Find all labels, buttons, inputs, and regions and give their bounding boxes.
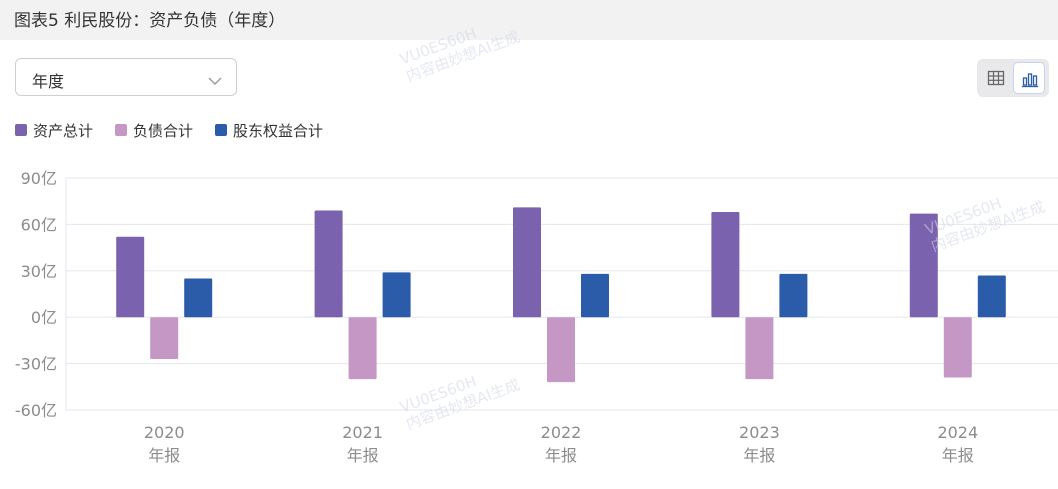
chart-title: 图表5 利民股份：资产负债（年度） bbox=[14, 11, 286, 31]
bar-assets bbox=[314, 210, 343, 318]
bar-chart: 90亿 60亿 30亿 0亿 -30亿 -60亿 2020 年报 2021 年报 2022 年报 202… bbox=[15, 169, 1058, 465]
bar-assets bbox=[513, 207, 541, 318]
legend-item-equity[interactable]: 股东权益合计 bbox=[215, 120, 323, 141]
title-bar: 图表5 利民股份：资产负债（年度） bbox=[0, 0, 1058, 40]
view-toggle bbox=[977, 59, 1049, 97]
y-tick-label: -30亿 bbox=[15, 355, 57, 374]
x-tick-label: 2023 bbox=[739, 423, 780, 442]
legend-swatch-liabilities bbox=[115, 124, 128, 136]
x-tick-sublabel: 年报 bbox=[347, 446, 379, 465]
x-tick-label: 2024 bbox=[937, 423, 978, 442]
y-tick-label: 30亿 bbox=[21, 262, 57, 281]
y-tick-label: 90亿 bbox=[21, 169, 57, 188]
legend-label-equity: 股东权益合计 bbox=[233, 121, 324, 140]
legend-item-liabilities[interactable]: 负债合计 bbox=[115, 120, 193, 141]
bar-equity bbox=[977, 275, 1006, 318]
period-select[interactable]: 年度 bbox=[15, 58, 237, 96]
legend-label-assets: 资产总计 bbox=[33, 121, 94, 140]
legend-swatch-assets bbox=[15, 124, 27, 136]
bar-assets bbox=[116, 236, 145, 318]
bar-liabilities bbox=[745, 317, 774, 380]
y-tick-label: 0亿 bbox=[31, 308, 57, 327]
bar-liabilities bbox=[348, 317, 377, 380]
bar-liabilities bbox=[150, 317, 179, 359]
bar-equity bbox=[779, 273, 808, 318]
x-tick-sublabel: 年报 bbox=[545, 446, 577, 465]
y-tick-label: -60亿 bbox=[15, 401, 57, 420]
table-view-button[interactable] bbox=[980, 62, 1012, 94]
y-tick-label: 60亿 bbox=[21, 215, 57, 234]
bar-assets bbox=[909, 213, 938, 318]
period-select-value: 年度 bbox=[32, 72, 65, 91]
bar-equity bbox=[382, 272, 411, 318]
legend-swatch-equity bbox=[215, 124, 228, 136]
bar-equity bbox=[184, 278, 213, 318]
legend-item-assets[interactable]: 资产总计 bbox=[15, 120, 93, 141]
bar-assets bbox=[711, 212, 740, 318]
chart-view-button[interactable] bbox=[1013, 62, 1045, 94]
bar-liabilities bbox=[547, 317, 575, 383]
x-tick-label: 2021 bbox=[342, 423, 383, 442]
x-tick-sublabel: 年报 bbox=[148, 446, 180, 465]
x-tick-sublabel: 年报 bbox=[743, 446, 775, 465]
x-tick-label: 2022 bbox=[541, 423, 582, 442]
x-tick-label: 2020 bbox=[144, 423, 185, 442]
chevron-down-icon bbox=[208, 71, 222, 90]
bar-liabilities bbox=[943, 317, 972, 378]
legend-label-liabilities: 负债合计 bbox=[133, 121, 194, 140]
bar-equity bbox=[581, 273, 609, 318]
x-tick-sublabel: 年报 bbox=[942, 446, 974, 465]
legend: 资产总计 负债合计 股东权益合计 bbox=[15, 118, 345, 142]
